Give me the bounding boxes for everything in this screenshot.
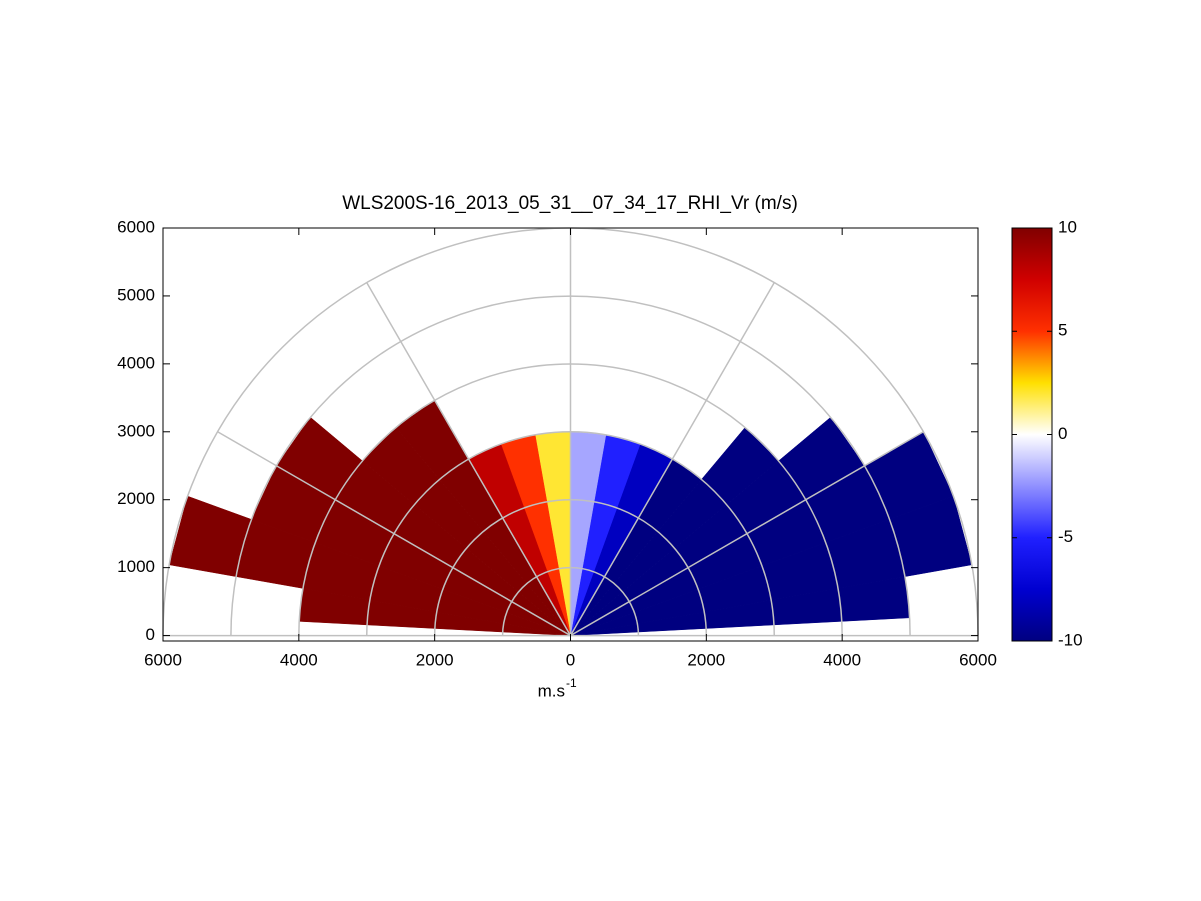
colorbar-tick-label: -10 bbox=[1058, 630, 1083, 649]
x-tick-label: 6000 bbox=[144, 650, 182, 669]
x-tick-label: 0 bbox=[566, 650, 575, 669]
x-tick-label: 4000 bbox=[280, 650, 318, 669]
chart-title: WLS200S-16_2013_05_31__07_34_17_RHI_Vr (… bbox=[342, 193, 798, 214]
x-axis-label-sup: -1 bbox=[566, 676, 577, 690]
x-axis-label: m.s bbox=[538, 681, 565, 700]
y-tick-label: 2000 bbox=[117, 489, 155, 508]
y-tick-label: 1000 bbox=[117, 557, 155, 576]
colorbar-tick-label: 0 bbox=[1058, 424, 1067, 443]
colorbar-tick-label: -5 bbox=[1058, 527, 1073, 546]
y-tick-label: 4000 bbox=[117, 353, 155, 372]
spoke-line bbox=[217, 431, 571, 637]
y-tick-label: 6000 bbox=[117, 217, 155, 236]
x-tick-label: 2000 bbox=[687, 650, 725, 669]
x-tick-label: 2000 bbox=[416, 650, 454, 669]
x-tick-label: 4000 bbox=[823, 650, 861, 669]
colorbar-tick-label: 10 bbox=[1058, 217, 1077, 236]
spoke-line bbox=[570, 431, 924, 637]
colorbar-tick-label: 5 bbox=[1058, 321, 1067, 340]
colorbar bbox=[1011, 227, 1053, 642]
spoke-line bbox=[569, 282, 775, 636]
x-tick-label: 6000 bbox=[959, 650, 997, 669]
spoke-line bbox=[366, 282, 572, 636]
y-tick-label: 5000 bbox=[117, 285, 155, 304]
y-tick-label: 0 bbox=[146, 625, 155, 644]
data-layer bbox=[168, 399, 973, 636]
y-tick-label: 3000 bbox=[117, 421, 155, 440]
